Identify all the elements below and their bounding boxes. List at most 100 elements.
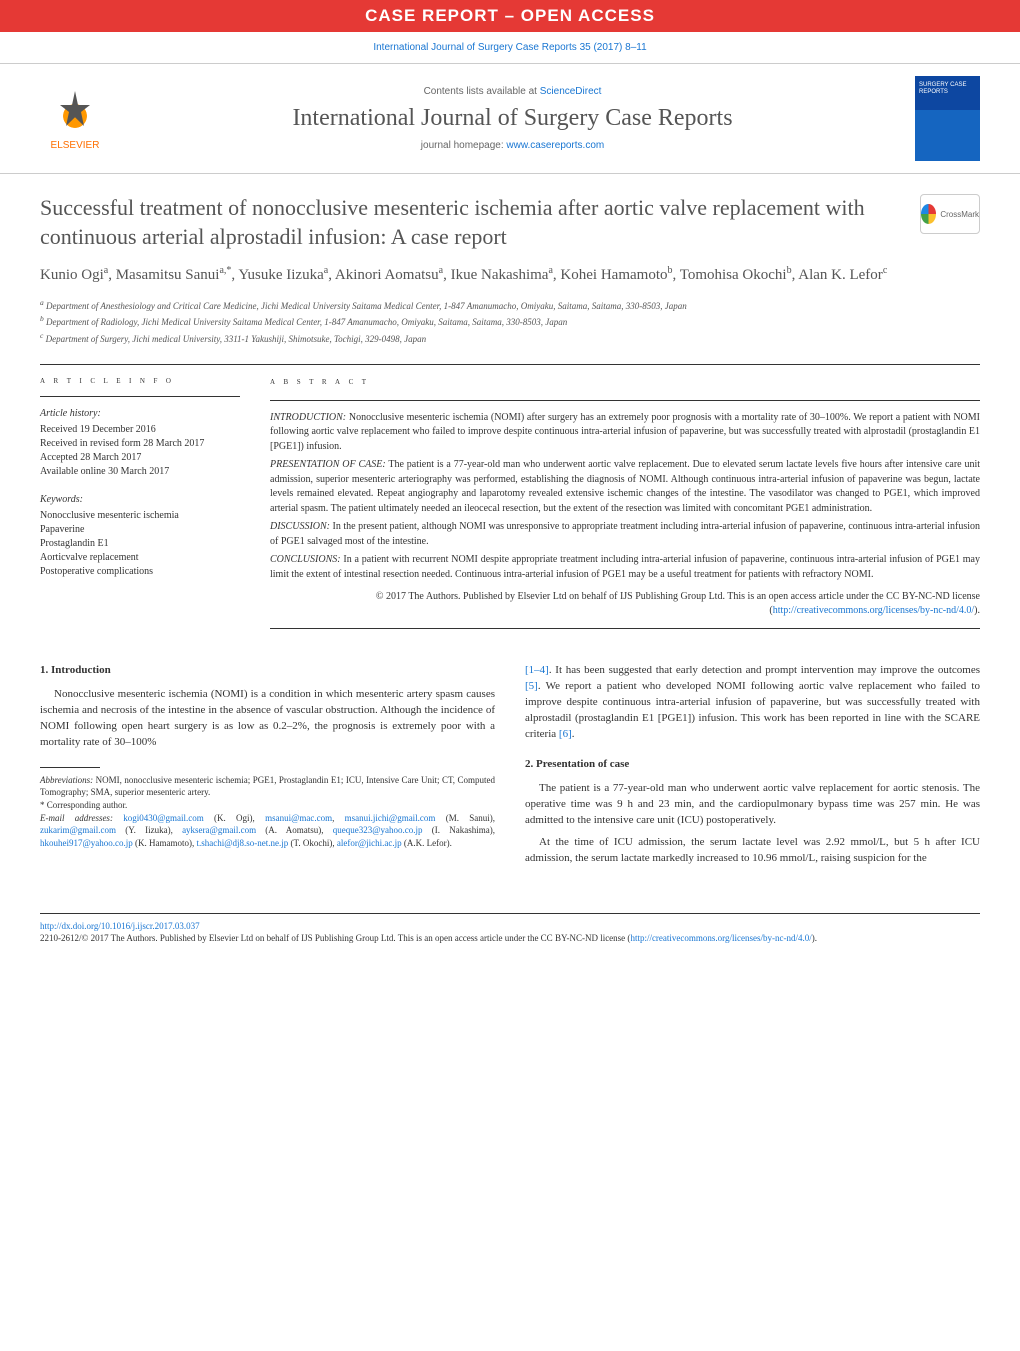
page-footer: http://dx.doi.org/10.1016/j.ijscr.2017.0… xyxy=(40,913,980,945)
affiliations: a Department of Anesthesiology and Criti… xyxy=(40,297,980,347)
divider xyxy=(270,400,980,401)
journal-name: International Journal of Surgery Case Re… xyxy=(130,105,895,132)
email-link[interactable]: t.shachi@dj8.so-net.ne.jp xyxy=(197,838,289,848)
email-link[interactable]: alefor@jichi.ac.jp xyxy=(337,838,402,848)
history-line: Received in revised form 28 March 2017 xyxy=(40,437,240,451)
crossmark-icon xyxy=(921,204,936,224)
doi-link[interactable]: http://dx.doi.org/10.1016/j.ijscr.2017.0… xyxy=(40,921,200,931)
copyright-line: © 2017 The Authors. Published by Elsevie… xyxy=(270,590,980,618)
ref-link-6[interactable]: [6] xyxy=(559,728,572,740)
abstract-lead: PRESENTATION OF CASE: xyxy=(270,459,386,470)
abbrev-lead: Abbreviations: xyxy=(40,775,93,785)
section-heading-presentation: 2. Presentation of case xyxy=(525,757,980,773)
elsevier-tree-icon xyxy=(50,86,100,136)
keyword-line: Postoperative complications xyxy=(40,565,240,579)
divider xyxy=(40,396,240,397)
keywords-block: Keywords: Nonocclusive mesenteric ischem… xyxy=(40,493,240,579)
contents-prefix: Contents lists available at xyxy=(424,86,540,97)
email-addresses: E-mail addresses: kogi0430@gmail.com (K.… xyxy=(40,812,495,850)
ref-link-5[interactable]: [5] xyxy=(525,680,538,692)
footer-suffix: ). xyxy=(812,933,817,943)
body-col-left: 1. Introduction Nonocclusive mesenteric … xyxy=(40,663,495,872)
crossmark-label: CrossMark xyxy=(940,210,979,219)
keywords-heading: Keywords: xyxy=(40,493,240,507)
corresponding-author: * Corresponding author. xyxy=(40,799,495,812)
abstract-text: In the present patient, although NOMI wa… xyxy=(270,521,980,547)
footer-license-link[interactable]: http://creativecommons.org/licenses/by-n… xyxy=(630,933,811,943)
abbrev-text: NOMI, nonocclusive mesenteric ischemia; … xyxy=(40,775,495,798)
footnotes: Abbreviations: NOMI, nonocclusive mesent… xyxy=(40,774,495,850)
abstract-label: A B S T R A C T xyxy=(270,375,980,390)
article-info-col: A R T I C L E I N F O Article history: R… xyxy=(40,375,240,639)
text-span: . xyxy=(572,728,575,740)
case-paragraph-1: The patient is a 77-year-old man who und… xyxy=(525,781,980,829)
body-two-column: 1. Introduction Nonocclusive mesenteric … xyxy=(40,663,980,872)
abstract-lead: INTRODUCTION: xyxy=(270,412,346,423)
elsevier-logo: ELSEVIER xyxy=(40,79,110,159)
abstract-text: Nonocclusive mesenteric ischemia (NOMI) … xyxy=(270,412,980,452)
affiliation-line: c Department of Surgery, Jichi medical U… xyxy=(40,330,980,347)
history-line: Available online 30 March 2017 xyxy=(40,465,240,479)
email-link[interactable]: hkouhei917@yahoo.co.jp xyxy=(40,838,133,848)
email-link[interactable]: msanui@mac.com xyxy=(265,813,332,823)
history-heading: Article history: xyxy=(40,407,240,421)
journal-homepage: journal homepage: www.casereports.com xyxy=(130,140,895,151)
email-link[interactable]: ayksera@gmail.com xyxy=(182,825,256,835)
abstract-paragraph: CONCLUSIONS: In a patient with recurrent… xyxy=(270,553,980,582)
copyright-suffix: ). xyxy=(974,605,980,616)
text-span: . We report a patient who developed NOMI… xyxy=(525,680,980,740)
article-main: Successful treatment of nonocclusive mes… xyxy=(0,174,1020,893)
abbreviations-footnote: Abbreviations: NOMI, nonocclusive mesent… xyxy=(40,774,495,799)
info-abstract-row: A R T I C L E I N F O Article history: R… xyxy=(40,375,980,639)
keyword-line: Aorticvalve replacement xyxy=(40,551,240,565)
divider xyxy=(270,628,980,629)
footnote-rule xyxy=(40,767,100,768)
article-info-label: A R T I C L E I N F O xyxy=(40,375,240,386)
crossmark-badge[interactable]: CrossMark xyxy=(920,194,980,234)
header-center: Contents lists available at ScienceDirec… xyxy=(130,86,895,151)
abstract-paragraph: INTRODUCTION: Nonocclusive mesenteric is… xyxy=(270,411,980,455)
email-lead: E-mail addresses: xyxy=(40,813,113,823)
homepage-prefix: journal homepage: xyxy=(421,140,507,151)
homepage-link[interactable]: www.casereports.com xyxy=(506,140,604,151)
article-title: Successful treatment of nonocclusive mes… xyxy=(40,194,900,251)
abstract-paragraph: PRESENTATION OF CASE: The patient is a 7… xyxy=(270,458,980,516)
abstract-col: A B S T R A C T INTRODUCTION: Nonocclusi… xyxy=(270,375,980,639)
email-link[interactable]: kogi0430@gmail.com xyxy=(123,813,204,823)
license-link[interactable]: http://creativecommons.org/licenses/by-n… xyxy=(773,605,974,616)
affiliation-line: b Department of Radiology, Jichi Medical… xyxy=(40,313,980,330)
history-line: Received 19 December 2016 xyxy=(40,423,240,437)
affiliation-line: a Department of Anesthesiology and Criti… xyxy=(40,297,980,314)
divider xyxy=(40,364,980,365)
sciencedirect-link[interactable]: ScienceDirect xyxy=(540,86,602,97)
email-link[interactable]: msanui.jichi@gmail.com xyxy=(345,813,436,823)
contents-available: Contents lists available at ScienceDirec… xyxy=(130,86,895,97)
section-heading-introduction: 1. Introduction xyxy=(40,663,495,679)
case-paragraph-2: At the time of ICU admission, the serum … xyxy=(525,835,980,867)
history-line: Accepted 28 March 2017 xyxy=(40,451,240,465)
abstract-text: In a patient with recurrent NOMI despite… xyxy=(270,554,980,580)
abstract-lead: CONCLUSIONS: xyxy=(270,554,341,565)
email-link[interactable]: zukarim@gmail.com xyxy=(40,825,116,835)
intro-paragraph: Nonocclusive mesenteric ischemia (NOMI) … xyxy=(40,687,495,751)
footer-text: 2210-2612/© 2017 The Authors. Published … xyxy=(40,933,630,943)
email-link[interactable]: queque323@yahoo.co.jp xyxy=(333,825,423,835)
keyword-line: Nonocclusive mesenteric ischemia xyxy=(40,509,240,523)
journal-header: ELSEVIER Contents lists available at Sci… xyxy=(0,63,1020,174)
footer-license: 2210-2612/© 2017 The Authors. Published … xyxy=(40,932,980,945)
article-history: Article history: Received 19 December 20… xyxy=(40,407,240,479)
body-col-right: [1–4]. It has been suggested that early … xyxy=(525,663,980,872)
keyword-line: Prostaglandin E1 xyxy=(40,537,240,551)
title-row: Successful treatment of nonocclusive mes… xyxy=(40,194,980,251)
abstract-lead: DISCUSSION: xyxy=(270,521,330,532)
journal-cover-thumb xyxy=(915,76,980,161)
intro-continued: [1–4]. It has been suggested that early … xyxy=(525,663,980,743)
keyword-line: Papaverine xyxy=(40,523,240,537)
open-access-banner: CASE REPORT – OPEN ACCESS xyxy=(0,0,1020,32)
citation-line: International Journal of Surgery Case Re… xyxy=(0,32,1020,63)
abstract-paragraph: DISCUSSION: In the present patient, alth… xyxy=(270,520,980,549)
elsevier-text: ELSEVIER xyxy=(51,140,100,151)
authors-line: Kunio Ogia, Masamitsu Sanuia,*, Yusuke I… xyxy=(40,263,980,287)
ref-link-1-4[interactable]: [1–4] xyxy=(525,664,549,676)
text-span: . It has been suggested that early detec… xyxy=(549,664,980,676)
